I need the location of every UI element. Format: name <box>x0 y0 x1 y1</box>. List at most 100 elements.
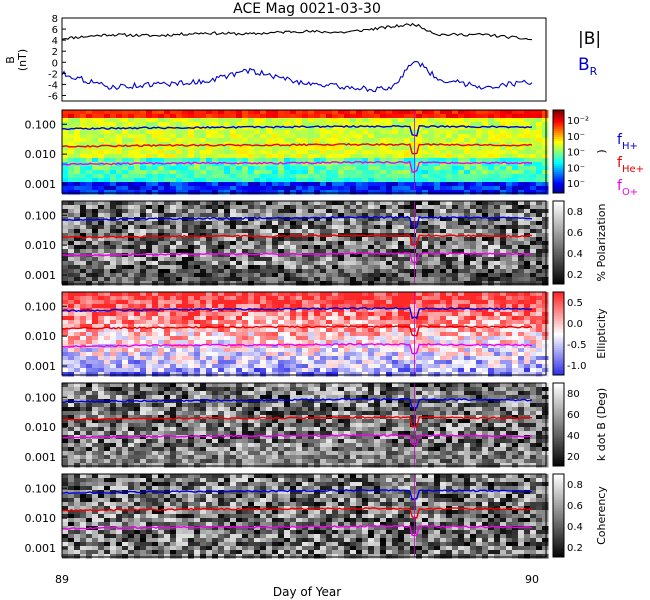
heatmap-cell <box>308 166 315 171</box>
heatmap-cell <box>500 118 507 123</box>
heatmap-cell <box>308 217 315 222</box>
heatmap-cell <box>416 300 423 305</box>
heatmap-cell <box>302 356 309 361</box>
heatmap-cell <box>488 122 495 127</box>
heatmap-cell <box>326 253 333 258</box>
colorbar-tick-label: 0.2 <box>567 270 583 281</box>
heatmap-cell <box>356 304 363 309</box>
heatmap-cell <box>356 221 363 226</box>
heatmap-cell <box>158 245 165 250</box>
heatmap-cell <box>98 174 105 179</box>
heatmap-cell <box>524 253 531 258</box>
colorbar-polarization: 0.80.60.40.2% Polarization <box>552 200 608 285</box>
heatmap-cell <box>476 348 483 353</box>
heatmap-cell <box>254 158 261 163</box>
heatmap-cell <box>530 150 537 155</box>
heatmap-cell <box>410 273 417 278</box>
heatmap-cell <box>170 328 177 333</box>
heatmap-cell <box>254 130 261 135</box>
heatmap-cell <box>398 134 405 139</box>
heatmap-cell <box>482 316 489 321</box>
heatmap-cell <box>464 237 471 242</box>
heatmap-cell <box>482 269 489 274</box>
heatmap-cell <box>158 269 165 274</box>
heatmap-cell <box>488 134 495 139</box>
heatmap-cell <box>512 328 519 333</box>
heatmap-cell <box>98 170 105 175</box>
heatmap-cell <box>272 261 279 266</box>
heatmap-cell <box>398 126 405 131</box>
heatmap-cell <box>176 205 183 210</box>
heatmap-cell <box>524 174 531 179</box>
heatmap-cell <box>470 158 477 163</box>
heatmap-cell <box>368 277 375 282</box>
heatmap-cell <box>230 316 237 321</box>
heatmap-cell <box>512 320 519 325</box>
heatmap-cell <box>470 166 477 171</box>
heatmap-cell <box>182 261 189 266</box>
heatmap-cell <box>380 304 387 309</box>
heatmap-cell <box>332 213 339 218</box>
heatmap-cell <box>362 110 369 115</box>
heatmap-cell <box>128 209 135 214</box>
heatmap-cell <box>248 265 255 270</box>
heatmap-cell <box>302 292 309 297</box>
heatmap-cell <box>392 237 399 242</box>
heatmap-cell <box>188 281 195 286</box>
heatmap-cell <box>500 348 507 353</box>
heatmap-cell <box>158 273 165 278</box>
heatmap-cell <box>278 190 285 195</box>
colorbar-swatch <box>553 225 564 229</box>
heatmap-cell <box>164 221 171 226</box>
heatmap-cell <box>194 154 201 159</box>
heatmap-cell <box>224 340 231 345</box>
heatmap-cell <box>284 174 291 179</box>
heatmap-cell <box>362 205 369 210</box>
colorbar-swatch <box>553 234 564 237</box>
colorbar-tick-label: 0.8 <box>567 207 583 218</box>
heatmap-cell <box>194 205 201 210</box>
heatmap-cell <box>116 146 123 151</box>
heatmap-cell <box>410 245 417 250</box>
heatmap-cell <box>146 205 153 210</box>
heatmap-cell <box>446 312 453 317</box>
heatmap-cell <box>80 225 87 230</box>
heatmap-cell <box>80 178 87 183</box>
heatmap-cell <box>272 229 279 234</box>
heatmap-cell <box>194 316 201 321</box>
heatmap-cell <box>386 348 393 353</box>
heatmap-cell <box>380 269 387 274</box>
colorbar-swatch <box>553 155 564 159</box>
heatmap-cell <box>404 249 411 254</box>
heatmap-cell <box>440 162 447 167</box>
heatmap-cell <box>416 154 423 159</box>
heatmap-cell <box>74 249 81 254</box>
heatmap-cell <box>146 320 153 325</box>
heatmap-cell <box>410 300 417 305</box>
heatmap-cell <box>518 154 525 159</box>
heatmap-cell <box>356 269 363 274</box>
heatmap-cell <box>326 201 333 206</box>
heatmap-cell <box>482 213 489 218</box>
heatmap-cell <box>104 229 111 234</box>
mag-y-tick-label: -6 <box>48 91 58 102</box>
heatmap-cell <box>536 142 543 147</box>
heatmap-cell <box>386 257 393 262</box>
heatmap-cell <box>98 277 105 282</box>
heatmap-cell <box>488 213 495 218</box>
heatmap-cell <box>380 332 387 337</box>
heatmap-cell <box>164 249 171 254</box>
heatmap-cell <box>404 340 411 345</box>
heatmap-cell <box>272 166 279 171</box>
heatmap-cell <box>374 300 381 305</box>
heatmap-cell <box>440 360 447 365</box>
heatmap-cell <box>524 178 531 183</box>
heatmap-cell <box>356 190 363 195</box>
heatmap-cell <box>368 170 375 175</box>
heatmap-cell <box>326 332 333 337</box>
heatmap-cell <box>74 265 81 270</box>
heatmap-cell <box>188 178 195 183</box>
heatmap-cell <box>416 241 423 246</box>
heatmap-cell <box>440 273 447 278</box>
heatmap-cell <box>476 292 483 297</box>
